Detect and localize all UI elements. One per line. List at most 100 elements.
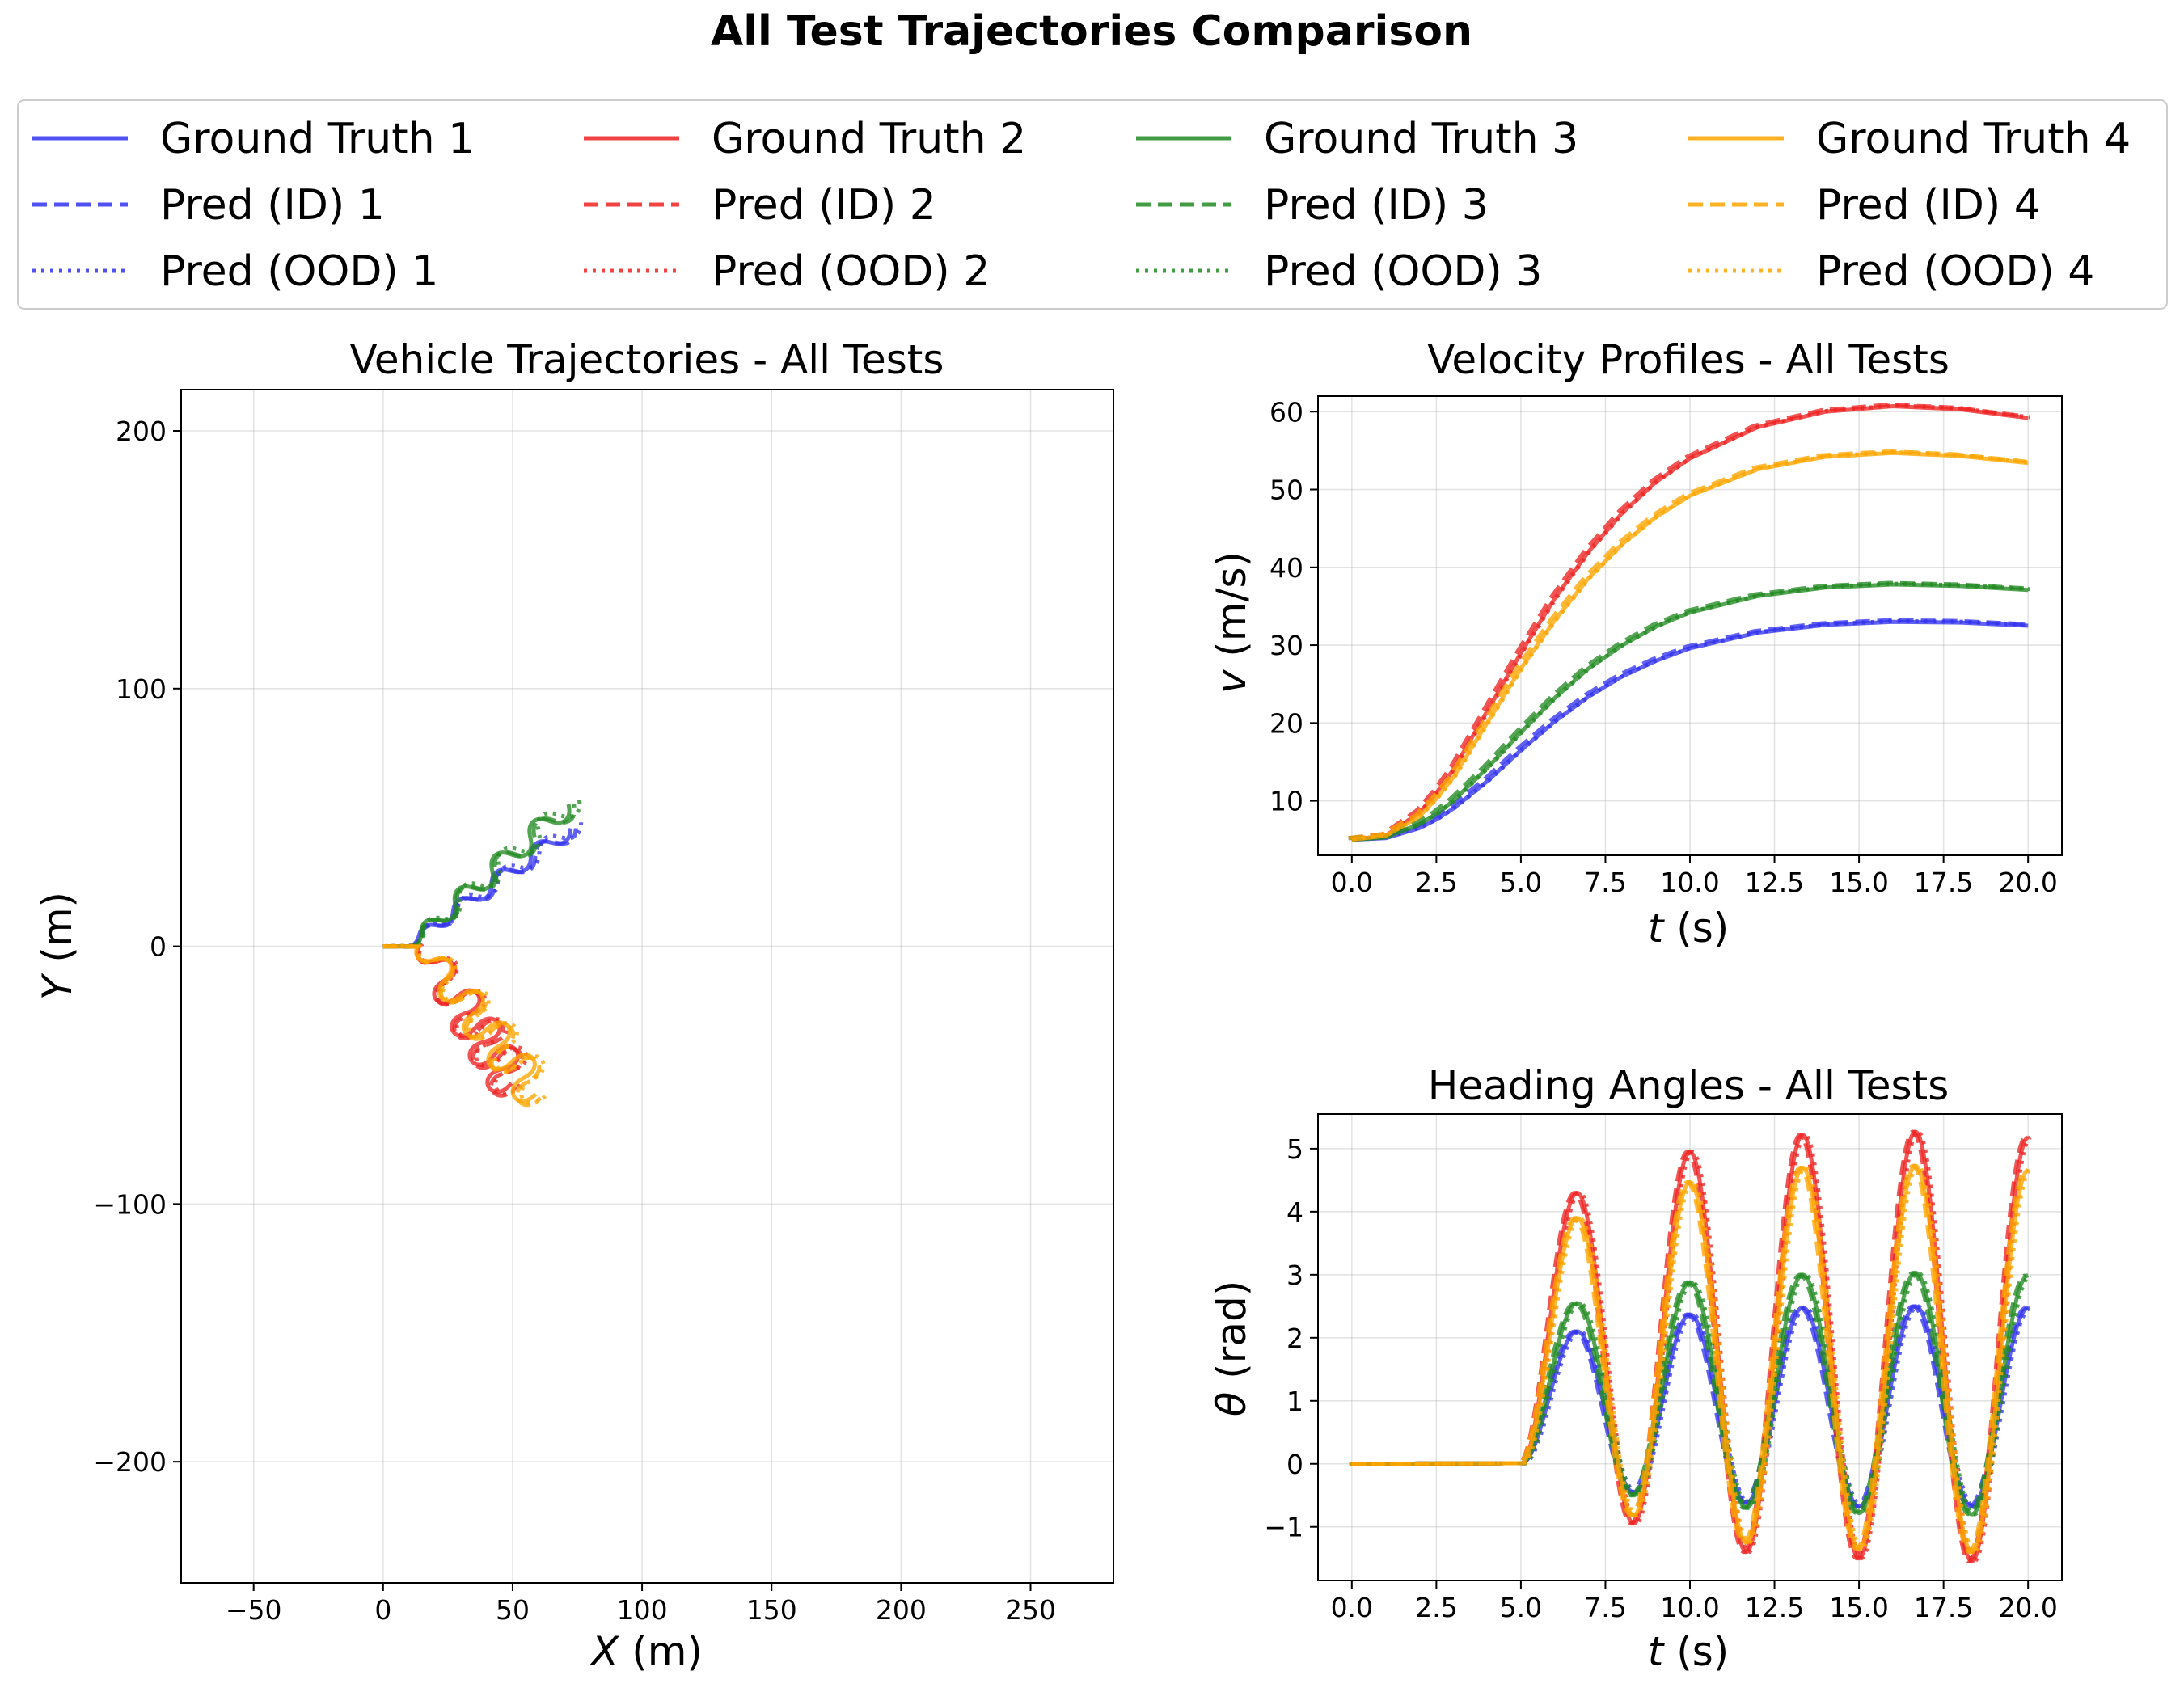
trajectory-ytick-label: 0: [150, 931, 167, 963]
trajectory-line-dashed-3: [381, 802, 577, 949]
heading-ylabel-symbol: θ: [1208, 1392, 1255, 1417]
legend-label: Pred (OOD) 3: [1264, 247, 1542, 296]
velocity-line-id-4: [1348, 449, 2026, 841]
legend-label: Ground Truth 3: [1264, 115, 1578, 163]
heading-xtick-label: 12.5: [1745, 1592, 1804, 1623]
velocity-ytick-label: 10: [1269, 786, 1303, 817]
velocity-grid: [1318, 396, 2062, 855]
heading-xtick-label: 17.5: [1914, 1592, 1973, 1623]
legend-label: Ground Truth 1: [160, 115, 475, 163]
heading-ytick-label: −1: [1264, 1512, 1303, 1543]
heading-series: [1349, 1129, 2032, 1563]
heading-ytick-label: 5: [1286, 1133, 1303, 1165]
velocity-xtick-label: 17.5: [1914, 867, 1973, 898]
velocity-xtick-label: 20.0: [1998, 867, 2057, 898]
legend-frame: [17, 99, 2168, 310]
velocity-line-id-3: [1348, 580, 2026, 841]
trajectory-xtick-label: 50: [496, 1594, 530, 1626]
heading-ytick-label: 1: [1286, 1386, 1303, 1417]
heading-xlabel-symbol: t: [1648, 1628, 1666, 1675]
velocity-line-ood-4: [1353, 449, 2030, 842]
legend-label: Pred (ID) 1: [160, 181, 385, 230]
legend: Ground Truth 1 Pred (ID) 1 Pred (OOD) 1 Gro…: [17, 99, 2168, 310]
heading-xlabel-unit: (s): [1663, 1628, 1729, 1675]
heading-xtick-label: 10.0: [1660, 1592, 1719, 1623]
velocity-line-id-2: [1348, 403, 2026, 841]
legend-label: Ground Truth 4: [1816, 115, 2131, 163]
heading-xlabel: t (s): [1648, 1628, 1730, 1675]
velocity-xtick-label: 5.0: [1500, 867, 1542, 898]
velocity-xtick-label: 7.5: [1584, 867, 1626, 898]
trajectory-ytick-label: 100: [116, 673, 167, 705]
trajectory-xlabel: X (m): [589, 1628, 703, 1675]
velocity-xtick-label: 12.5: [1745, 867, 1804, 898]
trajectory-xlabel-unit: (m): [619, 1628, 703, 1675]
trajectory-ylabel-symbol: Y: [34, 973, 81, 1000]
trajectory-xtick-label: 250: [1005, 1594, 1056, 1626]
heading-xtick-label: 0.0: [1331, 1592, 1373, 1623]
trajectory-xtick-label: −50: [226, 1594, 282, 1626]
legend-label: Pred (ID) 4: [1816, 181, 2041, 230]
legend-label: Pred (OOD) 4: [1816, 247, 2094, 296]
velocity-ytick-label: 60: [1269, 396, 1303, 428]
velocity-title: Velocity Profiles - All Tests: [1427, 336, 1950, 383]
trajectory-xtick-label: 200: [876, 1594, 927, 1626]
legend-label: Pred (ID) 2: [712, 181, 936, 230]
heading-ytick-label: 2: [1286, 1323, 1303, 1354]
velocity-ytick-label: 30: [1269, 630, 1303, 661]
heading-ylabel-unit: (rad): [1208, 1281, 1255, 1392]
legend-label: Pred (OOD) 2: [712, 247, 990, 296]
velocity-ytick-label: 20: [1269, 707, 1303, 739]
heading-axes: Heading Angles - All Tests 0.0 2.5 5.0 7.5 1…: [1208, 1062, 2063, 1675]
velocity-series: [1348, 403, 2030, 842]
velocity-plot-area: 0.0 2.5 5.0 7.5 10.0 12.5 15.0 17.5 20.0 10 20 30 40…: [1269, 395, 2063, 898]
legend-label: Ground Truth 2: [712, 115, 1026, 163]
trajectory-title: Vehicle Trajectories - All Tests: [350, 336, 944, 383]
velocity-frame: [1317, 395, 2063, 856]
velocity-ylabel-unit: (m/s): [1208, 551, 1255, 670]
heading-plot-area: 0.0 2.5 5.0 7.5 10.0 12.5 15.0 17.5 20.0 −1 0 1 2 3 4 5: [1264, 1113, 2063, 1623]
trajectory-xtick-label: 100: [617, 1594, 668, 1626]
heading-xtick-label: 5.0: [1500, 1592, 1542, 1623]
heading-frame: [1317, 1113, 2063, 1581]
trajectory-plot-area: −50 0 50 100 150 200 250 −200 −100 0 100 200: [93, 389, 1114, 1626]
velocity-xlabel: t (s): [1648, 905, 1730, 951]
velocity-xtick-label: 2.5: [1415, 867, 1457, 898]
suptitle: All Test Trajectories Comparison: [711, 7, 1472, 56]
velocity-ylabel-symbol: v: [1208, 669, 1255, 694]
trajectory-ylabel-unit: (m): [34, 892, 81, 976]
trajectory-xtick-label: 150: [746, 1594, 797, 1626]
velocity-xtick-label: 15.0: [1829, 867, 1888, 898]
trajectory-grid: [181, 390, 1113, 1583]
trajectory-frame: [180, 389, 1114, 1584]
heading-title: Heading Angles - All Tests: [1428, 1062, 1950, 1109]
velocity-ytick-label: 40: [1269, 552, 1303, 584]
trajectory-axes: Vehicle Trajectories - All Tests −50 0 50 1…: [34, 336, 1114, 1675]
trajectory-ytick-label: −200: [93, 1446, 167, 1478]
trajectory-series: [381, 795, 584, 1108]
heading-ytick-label: 0: [1286, 1449, 1303, 1480]
legend-label: Pred (OOD) 1: [160, 247, 438, 296]
velocity-ylabel: v (m/s): [1208, 551, 1255, 694]
velocity-xlabel-unit: (s): [1663, 905, 1729, 951]
velocity-xtick-label: 10.0: [1660, 867, 1719, 898]
trajectory-ytick-label: 200: [116, 416, 167, 447]
heading-xtick-label: 7.5: [1584, 1592, 1626, 1623]
heading-xtick-label: 15.0: [1829, 1592, 1888, 1623]
heading-xtick-label: 2.5: [1415, 1592, 1457, 1623]
velocity-ytick-label: 50: [1269, 475, 1303, 506]
trajectory-ytick-label: −100: [93, 1188, 167, 1220]
trajectory-xlabel-symbol: X: [589, 1628, 620, 1675]
heading-ytick-label: 4: [1286, 1196, 1303, 1228]
trajectory-xtick-label: 0: [374, 1594, 391, 1626]
heading-line-ood-2: [1354, 1129, 2032, 1563]
trajectory-ylabel: Y (m): [34, 892, 81, 1000]
heading-ylabel: θ (rad): [1208, 1281, 1255, 1416]
heading-ytick-label: 3: [1286, 1260, 1303, 1291]
velocity-axes: Velocity Profiles - All Tests 0.0 2.5 5.0 7…: [1208, 336, 2063, 951]
legend-label: Pred (ID) 3: [1264, 181, 1489, 230]
velocity-xtick-label: 0.0: [1331, 867, 1373, 898]
velocity-line-ood-1: [1353, 618, 2030, 842]
heading-xtick-label: 20.0: [1998, 1592, 2057, 1623]
